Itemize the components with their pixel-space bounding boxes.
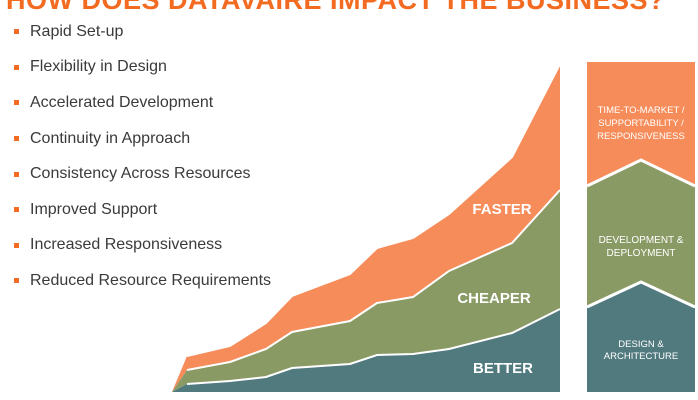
benefit-text: Improved Support [30, 200, 158, 218]
bullet-square-icon [14, 64, 19, 70]
benefit-text: Reduced Resource Requirements [30, 271, 272, 289]
faster-cheaper-divider [186, 189, 561, 371]
benefit-text: Consistency Across Resources [30, 165, 251, 183]
bullet-square-icon [14, 29, 19, 35]
better-label: BETTER [473, 360, 533, 377]
time-to-market-line-2: SUPPORTABILITY / [598, 118, 684, 129]
time-to-market-line-1: TIME-TO-MARKET / [598, 105, 685, 116]
list-item: Increased Responsiveness [14, 228, 271, 264]
faster-label: FASTER [472, 201, 531, 218]
list-item: Rapid Set-up [14, 14, 271, 50]
better-area [172, 309, 560, 392]
cheaper-area [172, 190, 560, 392]
benefit-text: Rapid Set-up [30, 22, 124, 40]
benefit-text: Flexibility in Design [30, 58, 167, 76]
faster-top-line [186, 63, 561, 357]
benefit-text: Increased Responsiveness [30, 236, 223, 254]
page-title: HOW DOES DATAVAIRE IMPACT THE BUSINESS? [6, 0, 666, 15]
benefit-list: Rapid Set-up Flexibility in Design Accel… [14, 14, 271, 299]
list-item: Consistency Across Resources [14, 156, 271, 192]
cheaper-better-divider [186, 308, 561, 385]
design-block [587, 281, 695, 392]
development-line-1: DEVELOPMENT & [599, 235, 684, 246]
time-to-market-block [587, 62, 695, 185]
development-block [587, 159, 695, 306]
list-item: Improved Support [14, 192, 271, 228]
time-to-market-line-3: RESPONSIVENESS [597, 131, 685, 142]
development-line-2: DEPLOYMENT [607, 248, 676, 259]
list-item: Flexibility in Design [14, 50, 271, 86]
design-line-2: ARCHITECTURE [604, 351, 678, 362]
cheaper-label: CHEAPER [457, 290, 531, 307]
bullet-square-icon [14, 171, 19, 177]
list-item: Accelerated Development [14, 85, 271, 121]
list-item: Reduced Resource Requirements [14, 263, 271, 299]
stack-divider-upper [586, 158, 696, 188]
design-line-1: DESIGN & [618, 339, 664, 350]
bullet-square-icon [14, 207, 19, 213]
bullet-square-icon [14, 136, 19, 142]
benefit-text: Continuity in Approach [30, 129, 191, 147]
bullet-square-icon [14, 278, 19, 284]
list-item: Continuity in Approach [14, 121, 271, 157]
stack-divider-lower [586, 280, 696, 309]
bullet-square-icon [14, 242, 19, 248]
benefit-text: Accelerated Development [30, 93, 214, 111]
bullet-square-icon [14, 100, 19, 106]
faster-area [172, 64, 560, 392]
